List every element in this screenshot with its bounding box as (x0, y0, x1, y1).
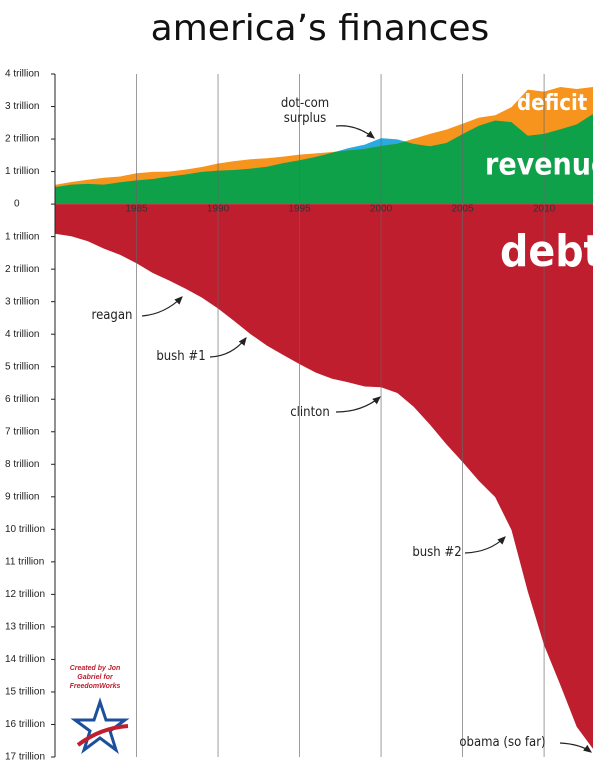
x-tick-label: 2000 (370, 204, 393, 215)
y-tick-label: 0 (14, 199, 20, 210)
y-tick-label: 9 trillion (5, 491, 39, 502)
legend-label: deficit (517, 91, 588, 116)
y-tick-label: 1 trillion (5, 166, 39, 177)
y-tick-label: 2 trillion (5, 134, 39, 145)
arrow (335, 396, 381, 413)
annotation: dot-com surplus (280, 96, 330, 126)
y-tick-label: 16 trillion (5, 719, 45, 730)
legend-label: debt (500, 226, 600, 277)
annotation: bush #1 (156, 349, 206, 364)
y-tick-label: 7 trillion (5, 426, 39, 437)
x-tick-label: 1985 (125, 204, 148, 215)
y-tick-label: 12 trillion (5, 589, 45, 600)
credit: Created by Jon Gabriel for FreedomWorks (69, 665, 121, 690)
y-tick-label: 15 trillion (5, 687, 45, 698)
y-tick-label: 14 trillion (5, 654, 45, 665)
annotation: obama (so far) (459, 735, 546, 750)
annotation: clinton (290, 405, 330, 420)
annotation: bush #2 (412, 545, 462, 560)
x-tick-label: 1995 (288, 204, 311, 215)
y-tick-label: 4 trillion (5, 329, 39, 340)
y-tick-label: 6 trillion (5, 394, 39, 405)
y-tick-label: 3 trillion (5, 101, 39, 112)
debt-area (55, 204, 593, 749)
annotation-arrows (141, 125, 592, 753)
annotation: reagan (91, 308, 133, 323)
y-tick-label: 1 trillion (5, 231, 39, 242)
x-tick-label: 1990 (207, 204, 230, 215)
x-tick-label: 2005 (451, 204, 474, 215)
logo (70, 697, 130, 755)
arrow (141, 296, 183, 317)
legend-label: revenue (485, 148, 600, 183)
y-tick-label: 5 trillion (5, 361, 39, 372)
arrow (209, 337, 247, 358)
chart-title: america’s finances (151, 8, 490, 49)
arrow (335, 125, 375, 139)
y-tick-label: 13 trillion (5, 622, 45, 633)
plot-area: 1985 1990 1995 2000 2005 2010 4 trillion 3 tril… (5, 69, 593, 763)
revenue-area (55, 114, 593, 205)
y-tick-label: 4 trillion (5, 69, 39, 80)
x-tick-label: 2010 (533, 204, 556, 215)
y-tick-label: 3 trillion (5, 296, 39, 307)
y-tick-label: 10 trillion (5, 524, 45, 535)
y-tick-label: 8 trillion (5, 459, 39, 470)
arrow (464, 536, 506, 554)
arrow (559, 742, 592, 753)
y-tick-label: 17 trillion (5, 752, 45, 763)
y-tick-label: 2 trillion (5, 264, 39, 275)
y-tick-label: 11 trillion (5, 556, 44, 567)
